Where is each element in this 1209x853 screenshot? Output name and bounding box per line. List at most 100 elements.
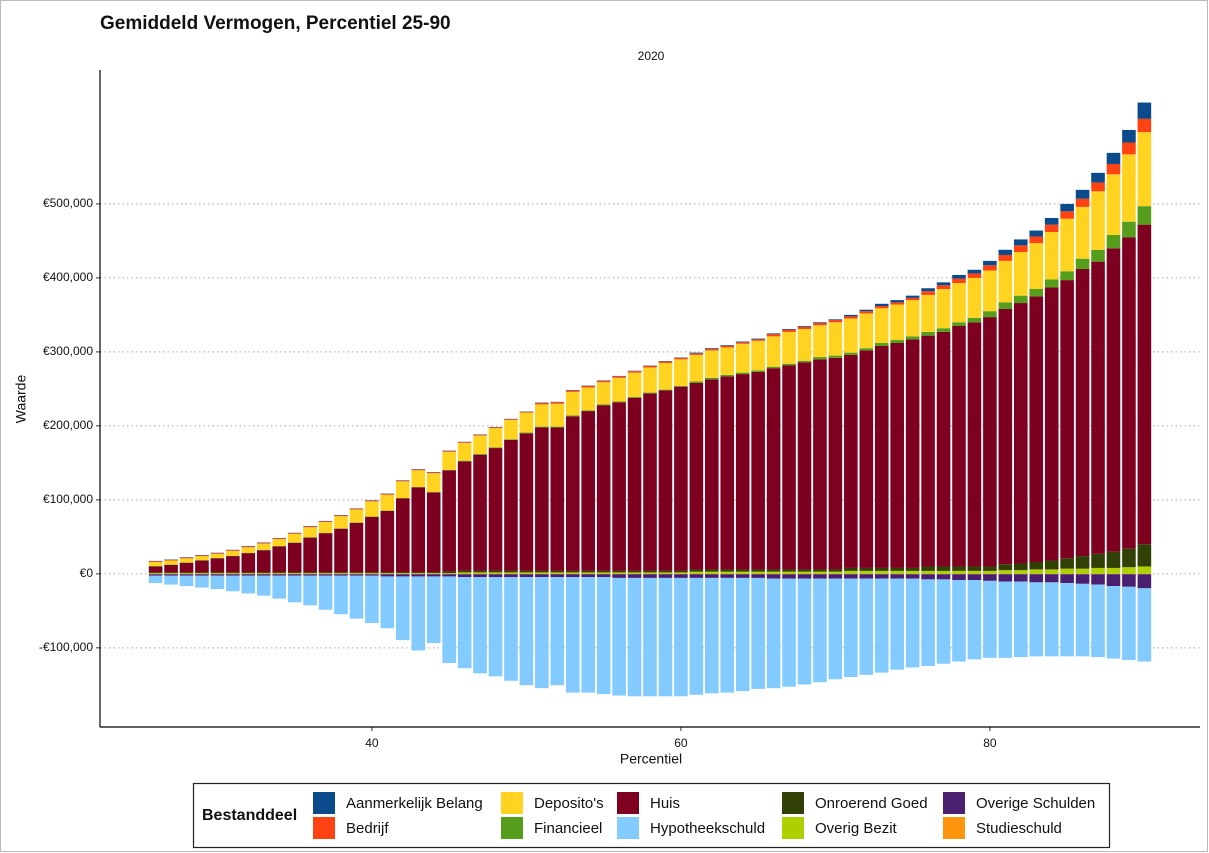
bar-segment [396, 573, 410, 574]
bar-segment [1029, 574, 1044, 583]
y-tick-label: €300,000 [43, 344, 93, 358]
legend-label: Overig Bezit [815, 820, 898, 837]
bar-segment [519, 432, 534, 434]
bar-segment [612, 570, 626, 573]
bar-segment [565, 416, 580, 571]
bar-segment [998, 308, 1013, 565]
bar-segment [967, 317, 982, 323]
bar-segment [905, 567, 920, 571]
bar-segment [874, 306, 889, 309]
bar-segment [1106, 174, 1121, 235]
bar-segment [195, 574, 209, 576]
bar-segment [998, 574, 1013, 582]
bar-segment [256, 573, 271, 574]
bar-segment [565, 577, 580, 693]
bar-segment [581, 577, 595, 693]
bar-segment [705, 574, 719, 578]
bar-segment [705, 577, 719, 694]
bar-segment [550, 577, 565, 686]
bar-segment [612, 577, 626, 696]
bar-segment [936, 282, 951, 286]
bar-segment [488, 427, 503, 429]
bar-segment [303, 572, 317, 574]
bar-segment [813, 574, 827, 579]
legend-swatch [782, 817, 804, 839]
bar-segment [967, 277, 982, 318]
bar-segment [1106, 574, 1121, 587]
bar-segment [859, 567, 874, 571]
bar-segment [488, 570, 503, 573]
bar-segment [1137, 118, 1152, 133]
bar-segment [952, 283, 966, 323]
bar-segment [859, 348, 874, 351]
bar-segment [844, 570, 858, 574]
bar-segment [627, 372, 642, 398]
bar-segment [967, 322, 982, 567]
bar-segment [1091, 191, 1105, 250]
bar-segment [1091, 553, 1105, 568]
bar-segment [921, 570, 935, 574]
bar-segment [1122, 154, 1136, 222]
bar-segment [874, 343, 889, 346]
bar-segment [272, 538, 287, 540]
bar-segment [627, 572, 642, 574]
legend-swatch [501, 792, 523, 814]
bar-segment [921, 294, 935, 332]
bar-segment [457, 442, 472, 461]
bar-segment [457, 442, 472, 443]
bar-segment [396, 576, 410, 641]
bar-segment [426, 492, 441, 573]
bar-segment [705, 569, 719, 572]
bar-segment [1075, 258, 1090, 270]
bar-segment [1060, 583, 1074, 657]
bar-segment [210, 558, 225, 573]
bar-segment [1122, 221, 1136, 238]
bar-segment [813, 322, 827, 324]
bar-segment [504, 574, 518, 578]
bar-segment [921, 574, 935, 580]
bar-segment [1075, 198, 1090, 207]
bar-segment [473, 435, 487, 454]
bar-segment [148, 572, 163, 574]
bar-segment [1060, 280, 1074, 559]
bar-segment [195, 575, 209, 588]
bar-segment [828, 322, 843, 356]
bar-segment [627, 397, 642, 398]
bar-segment [983, 566, 997, 571]
bar-segment [952, 570, 966, 574]
bar-segment [565, 391, 580, 416]
bar-segment [720, 577, 735, 693]
bar-segment [689, 381, 704, 383]
bar-segment [442, 451, 456, 470]
bar-segment [936, 289, 951, 329]
bar-segment [396, 498, 410, 573]
bar-segment [334, 528, 348, 573]
bar-segment [797, 325, 812, 327]
bar-segment [720, 374, 735, 377]
bar-segment [844, 574, 858, 579]
bar-segment [195, 573, 209, 574]
bar-segment [890, 340, 904, 344]
bar-segment [1122, 548, 1136, 568]
bar-segment [272, 539, 287, 547]
bar-segment [936, 579, 951, 664]
bar-segment [1091, 567, 1105, 574]
bar-segment [751, 340, 765, 371]
bar-segment [890, 304, 904, 341]
bar-segment [303, 526, 317, 528]
x-tick-label: 40 [365, 736, 379, 750]
bar-segment [859, 578, 874, 675]
bar-segment [828, 320, 843, 323]
bar-segment [411, 576, 426, 651]
bar-segment [782, 329, 796, 332]
bar-segment [705, 350, 719, 378]
bar-segment [782, 363, 796, 366]
bar-segment [226, 573, 240, 574]
bar-segment [828, 357, 843, 570]
bar-segment [658, 572, 673, 574]
bar-segment [581, 570, 595, 573]
bar-segment [658, 361, 673, 363]
bar-segment [859, 311, 874, 314]
bar-segment [256, 574, 271, 576]
